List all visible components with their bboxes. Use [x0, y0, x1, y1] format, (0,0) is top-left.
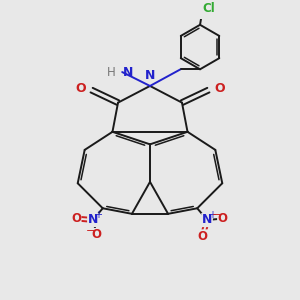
- Text: +: +: [208, 210, 216, 220]
- Text: −: −: [86, 226, 95, 236]
- Text: N: N: [145, 69, 155, 82]
- Text: O: O: [92, 228, 102, 241]
- Text: −: −: [212, 210, 221, 220]
- Text: N: N: [202, 214, 212, 226]
- Text: O: O: [217, 212, 227, 225]
- Text: N: N: [88, 214, 98, 226]
- Text: O: O: [71, 212, 81, 225]
- Text: H: H: [106, 66, 115, 79]
- Text: +: +: [94, 210, 102, 220]
- Text: O: O: [198, 230, 208, 243]
- Text: O: O: [75, 82, 86, 95]
- Text: O: O: [214, 82, 225, 95]
- Text: N: N: [123, 66, 133, 79]
- Text: Cl: Cl: [203, 2, 216, 15]
